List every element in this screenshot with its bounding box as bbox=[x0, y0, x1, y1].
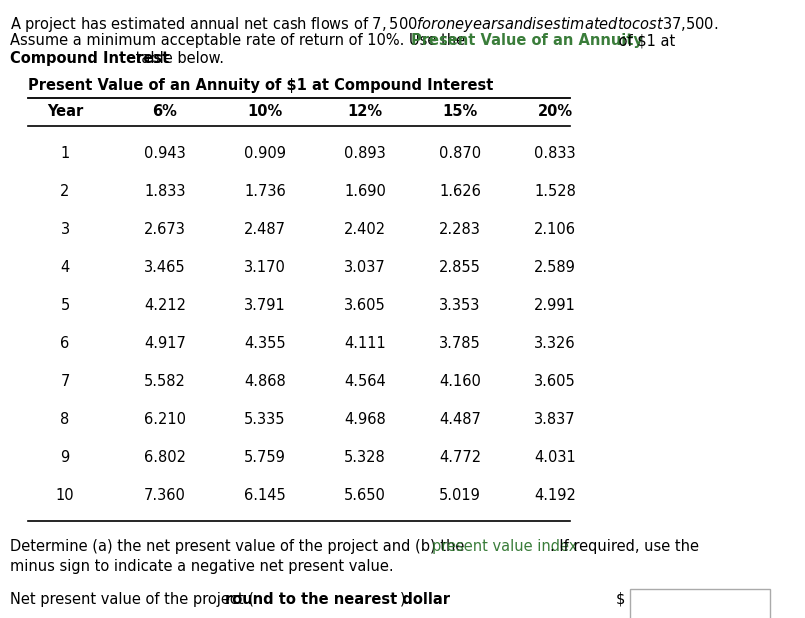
Text: 6.210: 6.210 bbox=[144, 412, 186, 427]
Text: 5.650: 5.650 bbox=[344, 488, 386, 503]
Text: Present Value of an Annuity of $1 at Compound Interest: Present Value of an Annuity of $1 at Com… bbox=[28, 78, 493, 93]
Text: 2: 2 bbox=[60, 184, 70, 199]
Text: 4.111: 4.111 bbox=[344, 336, 386, 351]
Text: 3.170: 3.170 bbox=[244, 260, 286, 275]
Text: 2.991: 2.991 bbox=[534, 298, 576, 313]
Text: 5.328: 5.328 bbox=[344, 450, 386, 465]
Text: 0.833: 0.833 bbox=[535, 146, 576, 161]
Text: minus sign to indicate a negative net present value.: minus sign to indicate a negative net pr… bbox=[10, 559, 394, 574]
Text: 4.917: 4.917 bbox=[144, 336, 186, 351]
Text: 10: 10 bbox=[56, 488, 74, 503]
Text: 12%: 12% bbox=[348, 104, 382, 119]
Text: 5.759: 5.759 bbox=[244, 450, 286, 465]
Text: 5.335: 5.335 bbox=[244, 412, 286, 427]
Text: Determine (a) the net present value of the project and (b) the: Determine (a) the net present value of t… bbox=[10, 539, 469, 554]
Text: 3.791: 3.791 bbox=[244, 298, 286, 313]
Text: Compound Interest: Compound Interest bbox=[10, 51, 169, 66]
Bar bbox=[630, 589, 770, 618]
Text: 4.192: 4.192 bbox=[534, 488, 576, 503]
Text: A project has estimated annual net cash flows of $7,500 for one years and is est: A project has estimated annual net cash … bbox=[10, 15, 718, 34]
Text: 4.564: 4.564 bbox=[344, 374, 386, 389]
Text: 1.736: 1.736 bbox=[244, 184, 286, 199]
Text: 2.402: 2.402 bbox=[344, 222, 386, 237]
Text: $: $ bbox=[616, 592, 625, 607]
Text: 1.626: 1.626 bbox=[439, 184, 481, 199]
Text: 3.837: 3.837 bbox=[535, 412, 576, 427]
Text: 15%: 15% bbox=[443, 104, 477, 119]
Text: 4.968: 4.968 bbox=[344, 412, 386, 427]
Text: Year: Year bbox=[47, 104, 83, 119]
Text: 6%: 6% bbox=[153, 104, 177, 119]
Text: 2.589: 2.589 bbox=[534, 260, 576, 275]
Text: 5: 5 bbox=[60, 298, 69, 313]
Text: 3.605: 3.605 bbox=[535, 374, 576, 389]
Text: 2.673: 2.673 bbox=[144, 222, 186, 237]
Text: 4.212: 4.212 bbox=[144, 298, 186, 313]
Text: 6: 6 bbox=[60, 336, 69, 351]
Text: 3.326: 3.326 bbox=[535, 336, 576, 351]
Text: 2.487: 2.487 bbox=[244, 222, 286, 237]
Text: 1.690: 1.690 bbox=[344, 184, 386, 199]
Text: 4.772: 4.772 bbox=[439, 450, 481, 465]
Text: round to the nearest dollar: round to the nearest dollar bbox=[225, 592, 450, 607]
Text: Present Value of an Annuity: Present Value of an Annuity bbox=[411, 33, 643, 48]
Text: 0.943: 0.943 bbox=[144, 146, 186, 161]
Text: Assume a minimum acceptable rate of return of 10%. Use the: Assume a minimum acceptable rate of retu… bbox=[10, 33, 470, 48]
Text: 6.802: 6.802 bbox=[144, 450, 186, 465]
Text: table below.: table below. bbox=[131, 51, 224, 66]
Text: 7.360: 7.360 bbox=[144, 488, 186, 503]
Text: 8: 8 bbox=[60, 412, 69, 427]
Text: 3.785: 3.785 bbox=[439, 336, 481, 351]
Text: 20%: 20% bbox=[538, 104, 572, 119]
Text: 5.019: 5.019 bbox=[439, 488, 481, 503]
Text: 10%: 10% bbox=[247, 104, 283, 119]
Text: 4.031: 4.031 bbox=[535, 450, 576, 465]
Text: 4.487: 4.487 bbox=[439, 412, 481, 427]
Text: 2.106: 2.106 bbox=[534, 222, 576, 237]
Text: 6.145: 6.145 bbox=[244, 488, 286, 503]
Text: . If required, use the: . If required, use the bbox=[550, 539, 699, 554]
Text: 0.870: 0.870 bbox=[439, 146, 481, 161]
Text: 3: 3 bbox=[60, 222, 69, 237]
Text: of $1 at: of $1 at bbox=[614, 33, 675, 48]
Text: 3.605: 3.605 bbox=[344, 298, 386, 313]
Text: 0.893: 0.893 bbox=[344, 146, 386, 161]
Text: present value index: present value index bbox=[432, 539, 577, 554]
Text: 3.465: 3.465 bbox=[144, 260, 186, 275]
Text: 1: 1 bbox=[60, 146, 69, 161]
Text: 4.868: 4.868 bbox=[244, 374, 286, 389]
Text: 5.582: 5.582 bbox=[144, 374, 186, 389]
Text: 2.283: 2.283 bbox=[439, 222, 481, 237]
Text: 1.528: 1.528 bbox=[534, 184, 576, 199]
Text: 4.355: 4.355 bbox=[244, 336, 286, 351]
Text: 3.353: 3.353 bbox=[440, 298, 481, 313]
Text: 1.833: 1.833 bbox=[144, 184, 186, 199]
Text: ): ) bbox=[400, 592, 406, 607]
Text: 7: 7 bbox=[60, 374, 70, 389]
Text: 0.909: 0.909 bbox=[244, 146, 286, 161]
Text: 3.037: 3.037 bbox=[344, 260, 386, 275]
Text: 4.160: 4.160 bbox=[439, 374, 481, 389]
Text: 9: 9 bbox=[60, 450, 69, 465]
Text: 4: 4 bbox=[60, 260, 69, 275]
Text: 2.855: 2.855 bbox=[439, 260, 481, 275]
Text: Net present value of the project (: Net present value of the project ( bbox=[10, 592, 254, 607]
